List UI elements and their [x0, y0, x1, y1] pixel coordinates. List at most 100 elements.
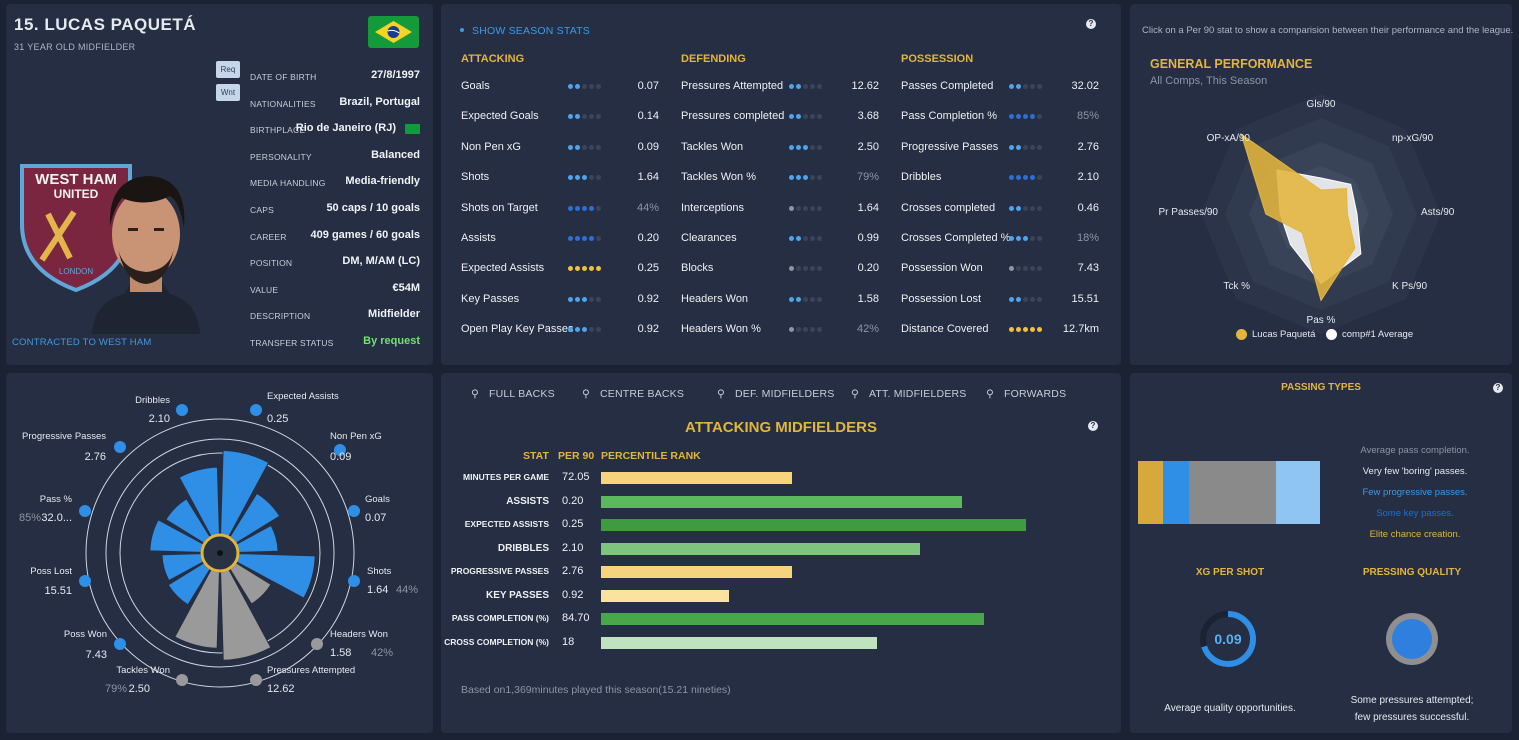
percentile-stat-label: CROSS COMPLETION (%) — [444, 636, 549, 647]
season-stat-row[interactable]: Progressive Passes 2.76 — [901, 135, 1099, 165]
polar-label: Non Pen xG — [330, 431, 382, 442]
radar-axis-label[interactable]: np-xG/90 — [1392, 133, 1434, 144]
position-tab[interactable]: ⚲ CENTRE BACKS — [582, 388, 684, 400]
season-stat-row[interactable]: Possession Lost 15.51 — [901, 287, 1099, 317]
season-stat-label: Key Passes — [461, 292, 520, 305]
season-stat-row[interactable]: Headers Won 1.58 — [681, 287, 879, 317]
position-tab[interactable]: ⚲ FULL BACKS — [471, 388, 555, 400]
position-tab[interactable]: ⚲ FORWARDS — [986, 388, 1066, 400]
season-stat-label: Pressures completed — [681, 110, 785, 123]
wanted-tag[interactable]: Wnt — [216, 84, 240, 101]
season-stat-row[interactable]: Crosses completed 0.46 — [901, 196, 1099, 226]
season-stat-row[interactable]: Expected Goals 0.14 — [461, 104, 659, 134]
season-stat-row[interactable]: Interceptions 1.64 — [681, 196, 879, 226]
season-stat-row[interactable]: Pass Completion % 85% — [901, 104, 1099, 134]
season-stat-value: 7.43 — [1077, 262, 1099, 275]
info-key: POSITION — [250, 258, 293, 269]
player-name: 15. LUCAS PAQUETÁ — [14, 15, 196, 34]
season-stat-value: 15.51 — [1071, 292, 1099, 305]
season-stat-row[interactable]: Tackles Won % 79% — [681, 165, 879, 195]
info-row: PERSONALITY Balanced — [250, 144, 420, 171]
percentile-bar — [601, 613, 984, 625]
season-stat-row[interactable]: Passes Completed 32.02 — [901, 74, 1099, 104]
polar-label: Shots — [367, 566, 392, 577]
pressing-quality-desc-2: few pressures successful. — [1354, 712, 1470, 723]
season-stat-row[interactable]: Headers Won % 42% — [681, 317, 879, 347]
info-key: MEDIA HANDLING — [250, 178, 326, 189]
season-stat-row[interactable]: Shots on Target 44% — [461, 196, 659, 226]
season-stat-row[interactable]: Crosses Completed % 18% — [901, 226, 1099, 256]
polar-value: 2.10 — [149, 413, 170, 425]
position-tab[interactable]: ⚲ DEF. MIDFIELDERS — [717, 388, 834, 400]
season-stat-row[interactable]: Expected Assists 0.25 — [461, 256, 659, 286]
rating-dots-icon — [789, 327, 825, 335]
passing-note: Some key passes. — [1376, 508, 1454, 519]
radar-axis-label[interactable]: Tck % — [1223, 281, 1250, 292]
season-stat-row[interactable]: Non Pen xG 0.09 — [461, 135, 659, 165]
season-stat-row[interactable]: Goals 0.07 — [461, 74, 659, 104]
season-stat-value: 44% — [636, 201, 659, 214]
season-stat-label: Pass Completion % — [901, 110, 997, 123]
season-stat-row[interactable]: Assists 0.20 — [461, 226, 659, 256]
radar-axis-label[interactable]: OP-xA/90 — [1207, 133, 1251, 144]
percentile-help-icon[interactable]: ? — [1088, 421, 1098, 431]
crest-text-top: WEST HAM — [35, 171, 117, 188]
radar-axis-label[interactable]: Pr Passes/90 — [1159, 207, 1219, 218]
crest-text-bottom: LONDON — [59, 267, 93, 276]
radar-axis-label[interactable]: Gls/90 — [1307, 99, 1336, 110]
season-stat-value: 0.20 — [857, 262, 879, 275]
player-subtitle: 31 YEAR OLD MIDFIELDER — [14, 42, 136, 52]
percentile-row: PROGRESSIVE PASSES 2.76 — [441, 561, 1041, 585]
legend-average-label: comp#1 Average — [1342, 329, 1414, 340]
percentile-per90-value: 2.76 — [562, 565, 584, 577]
polar-value: 0.07 — [365, 512, 386, 524]
percentile-per90-value: 0.20 — [562, 494, 584, 507]
polar-dim-value: 79% — [105, 683, 127, 695]
polar-ring — [105, 438, 335, 668]
info-key: CAPS — [250, 205, 274, 215]
per90-hint: Click on a Per 90 stat to show a compari… — [1142, 25, 1514, 36]
help-icon[interactable]: ? — [1086, 19, 1096, 29]
season-stat-value: 1.64 — [857, 201, 879, 214]
position-tab[interactable]: ⚲ ATT. MIDFIELDERS — [851, 388, 967, 400]
season-stat-row[interactable]: Dribbles 2.10 — [901, 165, 1099, 195]
radar-axis-label[interactable]: Asts/90 — [1421, 207, 1455, 218]
info-value: Media-friendly — [345, 175, 420, 188]
radar-axis-label[interactable]: Pas % — [1307, 315, 1336, 326]
season-stat-value: 2.50 — [857, 140, 879, 153]
runner-icon: ⚲ — [851, 388, 859, 400]
show-season-stats-toggle[interactable]: SHOW SEASON STATS — [472, 25, 590, 37]
season-stat-row[interactable]: Tackles Won 2.50 — [681, 135, 879, 165]
season-stat-row[interactable]: Possession Won 7.43 — [901, 256, 1099, 286]
percentile-row: PASS COMPLETION (%) 84.70 — [441, 608, 1041, 632]
runner-icon: ⚲ — [986, 388, 994, 400]
season-stat-label: Clearances — [681, 232, 737, 244]
polar-value: 0.25 — [267, 413, 288, 425]
percentile-per90-value: 2.10 — [562, 541, 584, 554]
info-value: Brazil, Portugal — [339, 95, 420, 108]
season-stat-value: 12.7km — [1062, 323, 1099, 336]
passing-types-title: PASSING TYPES — [1281, 382, 1361, 393]
season-stat-row[interactable]: Blocks 0.20 — [681, 256, 879, 286]
info-value: By request — [363, 335, 420, 347]
rating-dots-icon — [789, 236, 825, 244]
percentile-bar — [601, 495, 963, 508]
season-stat-value: 0.99 — [857, 232, 879, 244]
season-stat-row[interactable]: Pressures completed 3.68 — [681, 104, 879, 134]
request-tag[interactable]: Req — [216, 61, 240, 78]
season-stat-row[interactable]: Open Play Key Passes 0.92 — [461, 317, 659, 347]
season-stat-label: Blocks — [681, 262, 714, 275]
season-stat-row[interactable]: Key Passes 0.92 — [461, 287, 659, 317]
percentile-per90-value: 0.25 — [562, 518, 584, 530]
rating-dots-icon — [568, 144, 604, 153]
percentile-per90-value: 84.70 — [562, 612, 590, 624]
passing-help-icon[interactable]: ? — [1493, 383, 1503, 393]
season-stat-row[interactable]: Distance Covered 12.7km — [901, 317, 1099, 347]
season-stat-row[interactable]: Shots 1.64 — [461, 165, 659, 195]
info-key: TRANSFER STATUS — [250, 338, 334, 348]
radar-axis-label[interactable]: K Ps/90 — [1392, 281, 1427, 292]
season-stat-row[interactable]: Clearances 0.99 — [681, 226, 879, 256]
column-title-2: POSSESSION — [901, 53, 974, 65]
season-stat-row[interactable]: Pressures Attempted 12.62 — [681, 74, 879, 104]
percentile-bar — [601, 542, 920, 555]
